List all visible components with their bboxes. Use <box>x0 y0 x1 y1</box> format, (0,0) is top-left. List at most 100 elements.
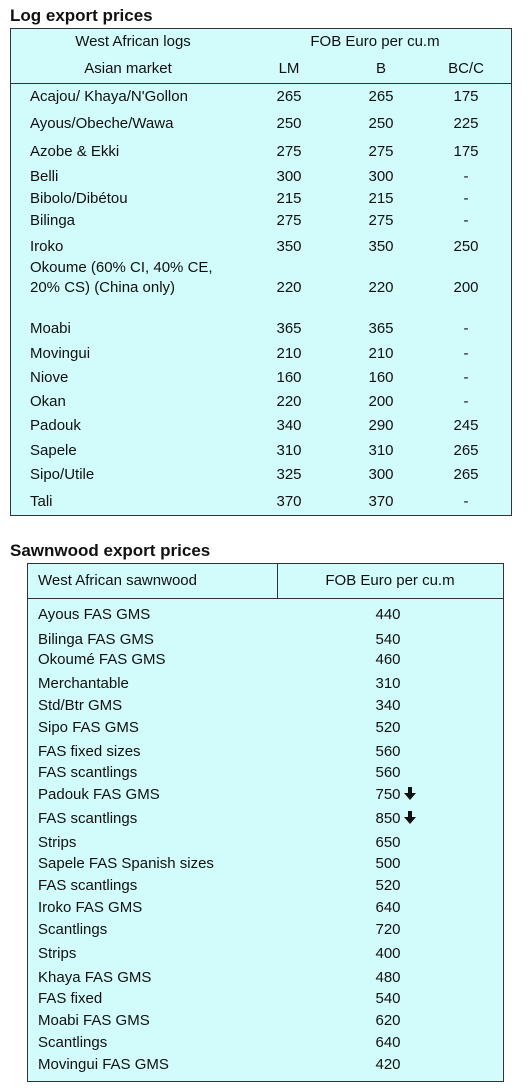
cell-value: 265 <box>276 88 302 105</box>
cell-value: 365 <box>276 320 302 337</box>
row-label: Ayous/Obeche/Wawa <box>30 115 174 132</box>
row-label: Ayous FAS GMS <box>38 606 151 623</box>
row-label: Niove <box>30 369 69 386</box>
row-label: FAS scantlings <box>38 877 138 894</box>
row-label: Acajou/ Khaya/N'Gollon <box>30 88 188 105</box>
cell-value: 750 <box>375 786 401 803</box>
cell-value: 520 <box>375 719 401 736</box>
cell-value: - <box>463 493 469 510</box>
row-label: Bibolo/Dibétou <box>30 190 128 207</box>
cell-value: 275 <box>368 212 394 229</box>
row-label: Azobe & Ekki <box>30 143 120 160</box>
cell-value: 300 <box>276 168 302 185</box>
row-label: FAS fixed <box>38 990 103 1007</box>
cell-value: - <box>463 320 469 337</box>
cell-value: - <box>463 369 469 386</box>
row-label: Khaya FAS GMS <box>38 969 152 986</box>
row-label: FAS scantlings <box>38 764 138 781</box>
column-header: BC/C <box>448 60 484 77</box>
cell-value: 310 <box>368 442 394 459</box>
cell-value: 265 <box>453 442 479 459</box>
cell-value: - <box>463 345 469 362</box>
row-label: Sapele <box>30 442 77 459</box>
log-title: Log export prices <box>10 6 153 25</box>
cell-value: - <box>463 212 469 229</box>
cell-value: 300 <box>368 466 394 483</box>
row-label: Strips <box>38 834 77 851</box>
cell-value: - <box>463 190 469 207</box>
cell-value: 560 <box>375 743 401 760</box>
cell-value: 215 <box>276 190 302 207</box>
cell-value: 160 <box>276 369 302 386</box>
cell-value: 265 <box>368 88 394 105</box>
cell-value: 310 <box>276 442 302 459</box>
sawn-title: Sawnwood export prices <box>10 541 211 560</box>
row-label: Moabi <box>30 320 71 337</box>
row-label: Std/Btr GMS <box>38 697 123 714</box>
cell-value: 220 <box>276 393 302 410</box>
log-header-rule <box>10 83 512 84</box>
cell-value: 275 <box>368 143 394 160</box>
cell-value: 290 <box>368 417 394 434</box>
cell-value: 365 <box>368 320 394 337</box>
log-table <box>10 28 512 516</box>
cell-value: 640 <box>375 899 401 916</box>
cell-value: 460 <box>375 651 401 668</box>
cell-value: 720 <box>375 921 401 938</box>
column-header: FOB Euro per cu.m <box>325 572 455 589</box>
column-header: B <box>375 60 387 77</box>
row-label: Scantlings <box>38 921 108 938</box>
cell-value: 325 <box>276 466 302 483</box>
cell-value: 300 <box>368 168 394 185</box>
row-label: Merchantable <box>38 675 129 692</box>
down-arrow <box>404 787 416 800</box>
row-label: Sipo/Utile <box>30 466 95 483</box>
cell-value: 265 <box>453 466 479 483</box>
cell-value: 850 <box>375 810 401 827</box>
column-header: LM <box>278 60 300 77</box>
cell-value: 220 <box>368 279 394 296</box>
cell-value: 650 <box>375 834 401 851</box>
cell-value: 220 <box>276 279 302 296</box>
cell-value: 370 <box>276 493 302 510</box>
cell-value: 250 <box>453 238 479 255</box>
cell-value: 275 <box>276 212 302 229</box>
row-label: Sapele FAS Spanish sizes <box>38 855 214 872</box>
cell-value: 210 <box>276 345 302 362</box>
row-label: Movingui FAS GMS <box>38 1056 169 1073</box>
cell-value: 160 <box>368 369 394 386</box>
row-label: Padouk <box>30 417 81 434</box>
cell-value: 420 <box>375 1056 401 1073</box>
row-label: Sipo FAS GMS <box>38 719 139 736</box>
row-label: Bilinga <box>30 212 76 229</box>
row-label: Okoumé FAS GMS <box>38 651 166 668</box>
cell-value: 620 <box>375 1012 401 1029</box>
cell-value: 400 <box>375 945 401 962</box>
cell-value: 175 <box>453 143 479 160</box>
cell-value: - <box>463 168 469 185</box>
row-label: Iroko FAS GMS <box>38 899 143 916</box>
cell-value: 215 <box>368 190 394 207</box>
cell-value: 225 <box>453 115 479 132</box>
cell-value: 440 <box>375 606 401 623</box>
cell-value: 540 <box>375 631 401 648</box>
cell-value: 200 <box>368 393 394 410</box>
cell-value: 245 <box>453 417 479 434</box>
cell-value: 340 <box>375 697 401 714</box>
row-label: Okan <box>30 393 66 410</box>
cell-value: 370 <box>368 493 394 510</box>
cell-value: 500 <box>375 855 401 872</box>
cell-value: 520 <box>375 877 401 894</box>
row-label: Movingui <box>30 345 91 362</box>
column-header: Asian market <box>84 60 172 77</box>
row-label: Iroko <box>30 238 64 255</box>
sawn-table <box>27 598 504 1082</box>
row-label: Strips <box>38 945 77 962</box>
row-label: Padouk FAS GMS <box>38 786 160 803</box>
down-arrow <box>404 811 416 824</box>
cell-value: 350 <box>368 238 394 255</box>
cell-value: 210 <box>368 345 394 362</box>
cell-value: 310 <box>375 675 401 692</box>
row-label: Bilinga FAS GMS <box>38 631 154 648</box>
